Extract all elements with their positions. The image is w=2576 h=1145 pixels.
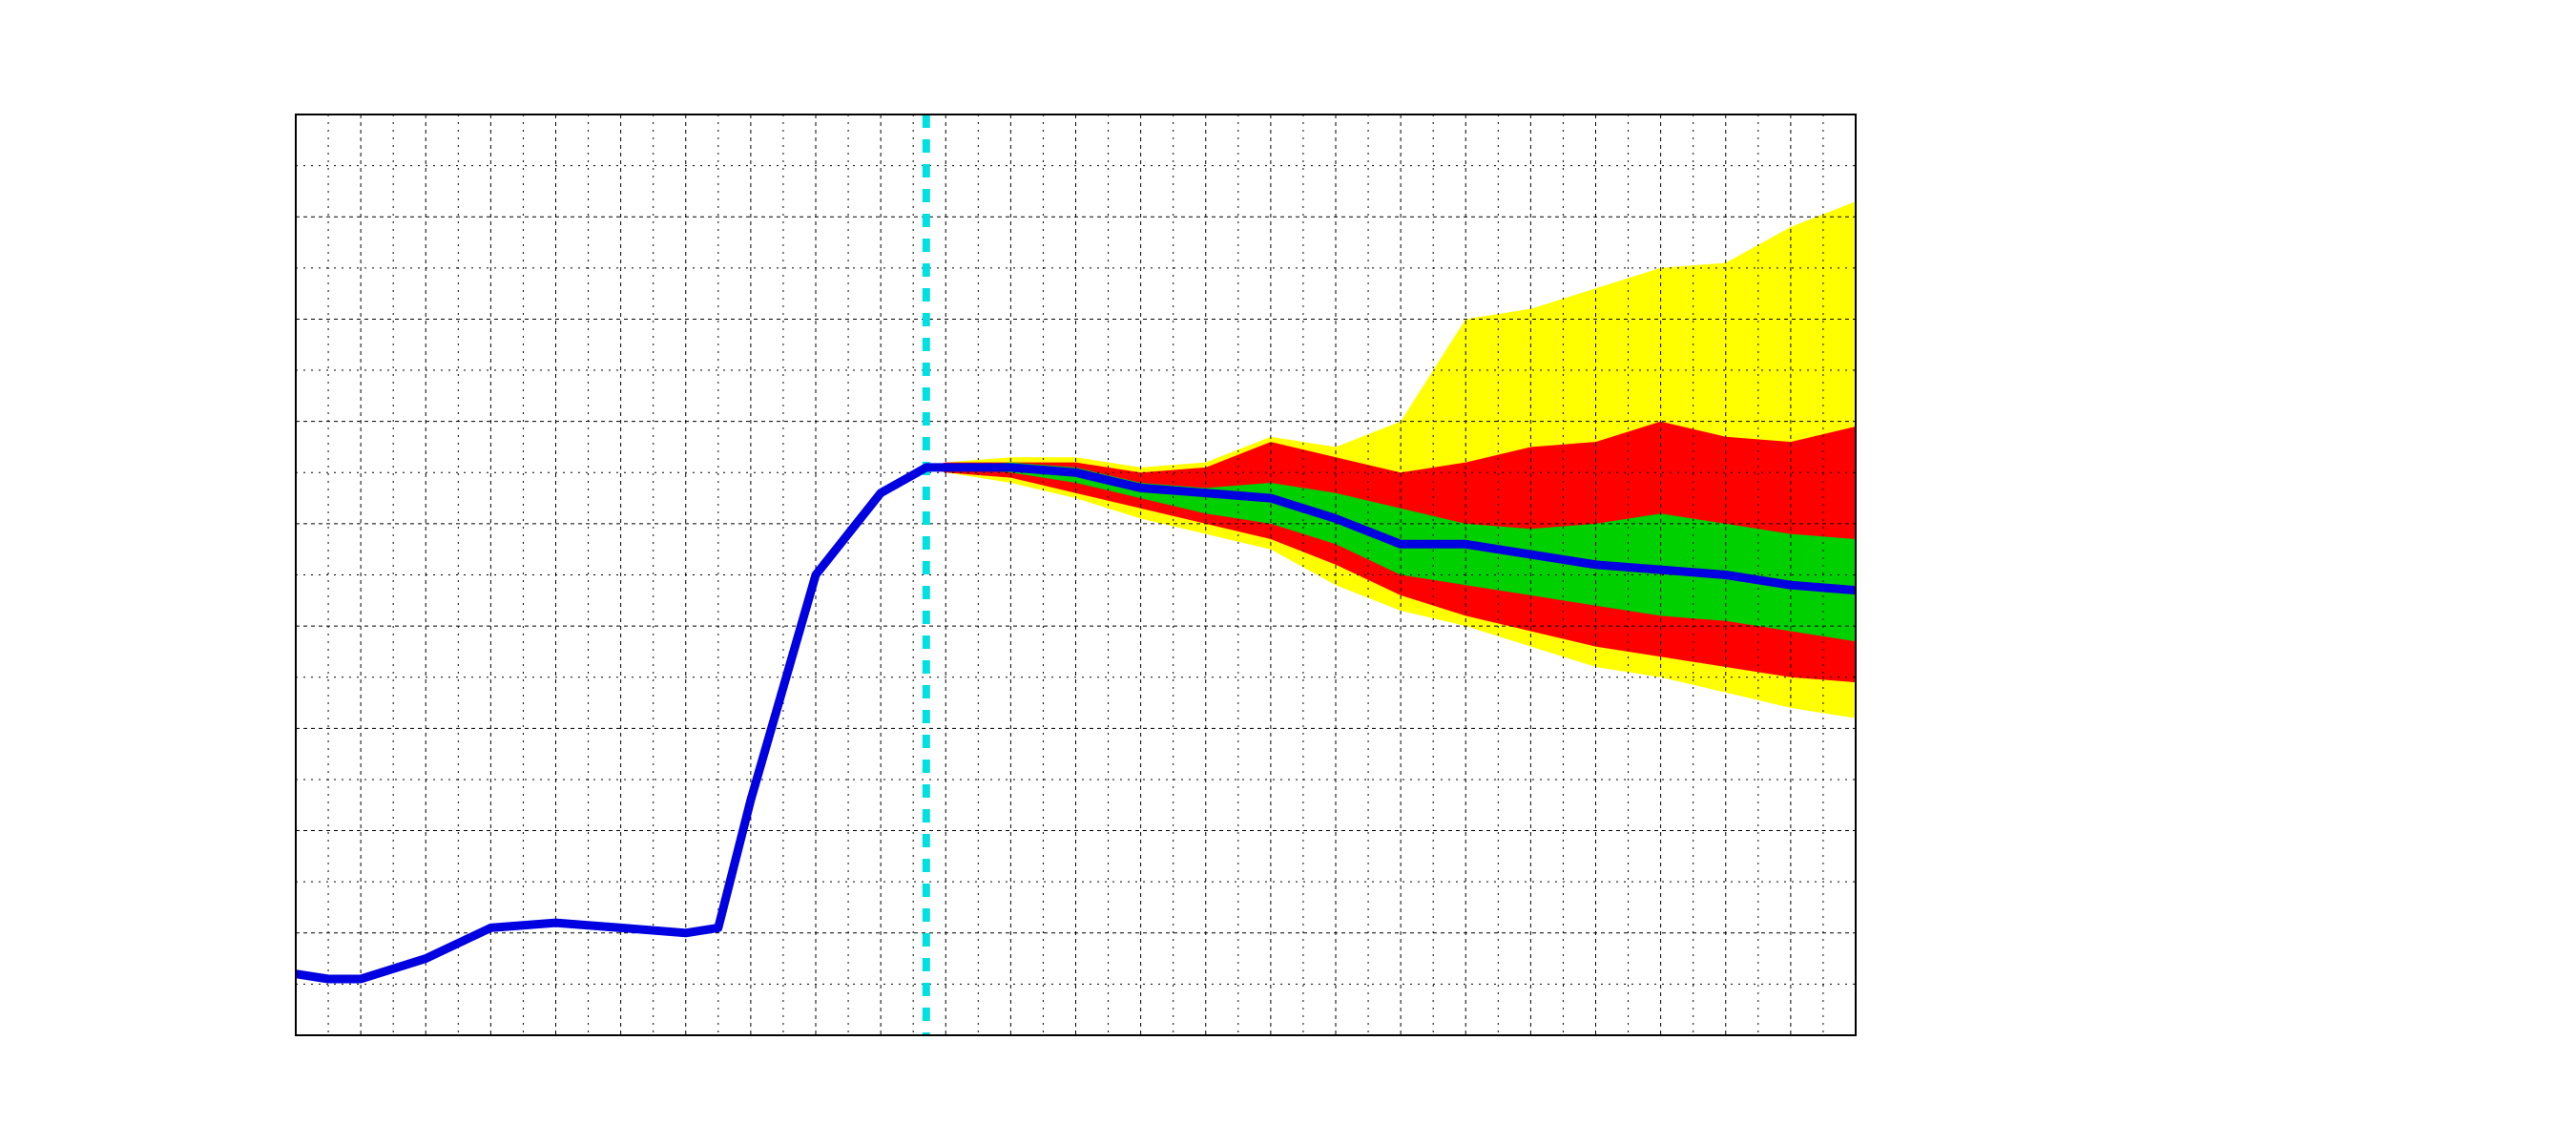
- groundwater-chart: [0, 0, 2576, 1145]
